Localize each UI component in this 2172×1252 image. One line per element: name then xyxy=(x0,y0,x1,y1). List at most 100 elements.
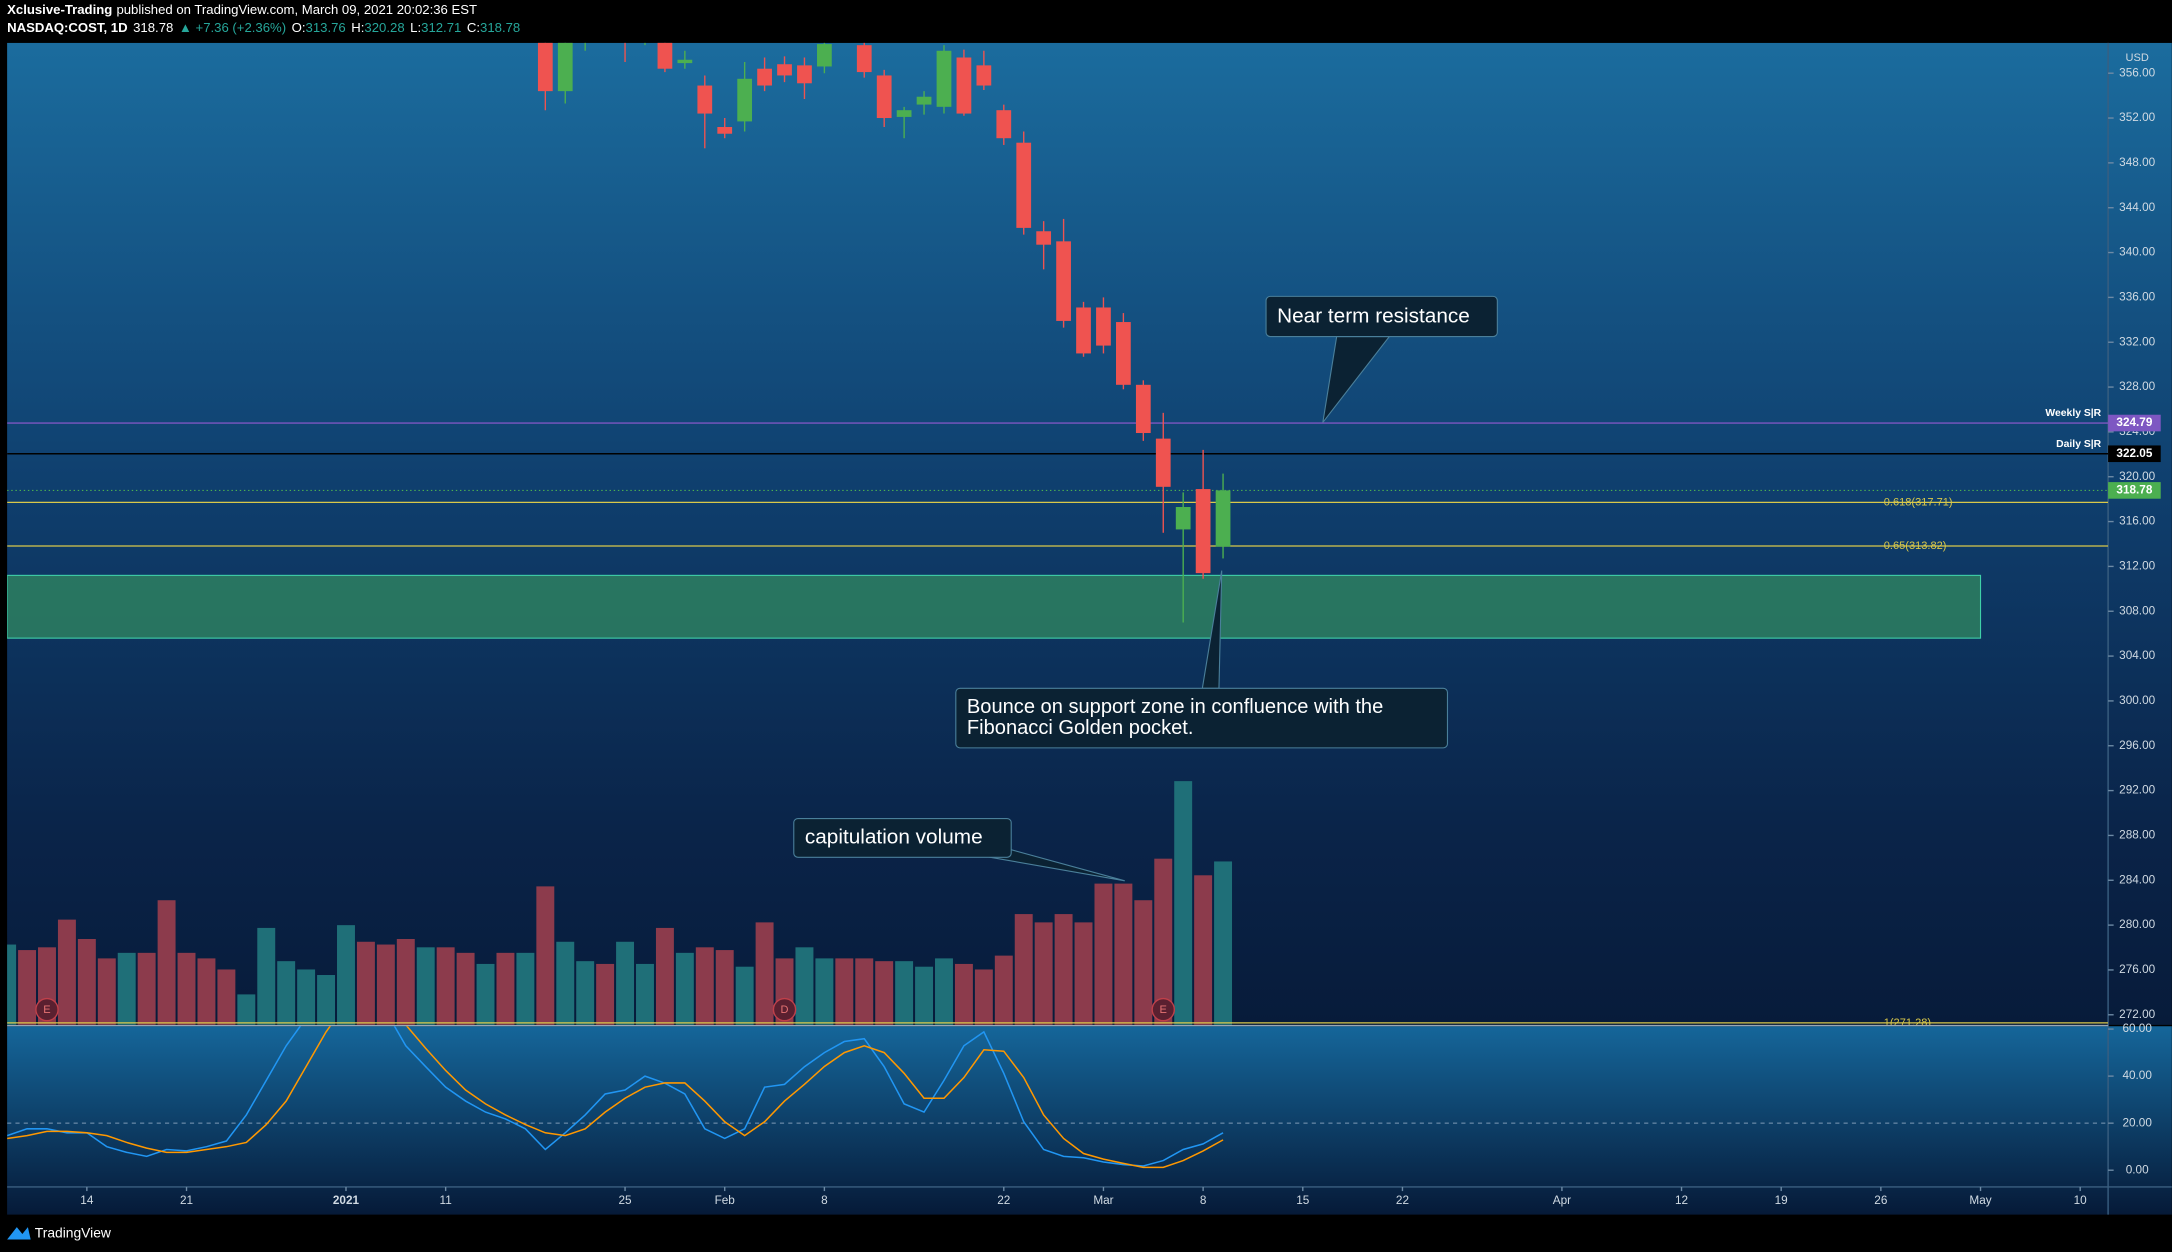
x-tick-label: 15 xyxy=(1296,1194,1310,1207)
y-tick-label: 296.00 xyxy=(2119,739,2155,752)
volume-bar xyxy=(1074,922,1093,1025)
volume-bar xyxy=(1034,922,1053,1025)
y-tick-label: 304.00 xyxy=(2119,649,2155,662)
candle-body xyxy=(1016,142,1032,228)
volume-bar xyxy=(416,947,435,1025)
fib-label: 0.65(313.82) xyxy=(1884,540,1947,552)
candle-body xyxy=(996,110,1012,139)
candle-body xyxy=(777,64,792,76)
volume-bar xyxy=(496,952,515,1025)
x-tick-label: 26 xyxy=(1874,1194,1888,1207)
candle-body xyxy=(657,42,673,69)
volume-bar xyxy=(536,886,555,1025)
y-tick-label: 320.00 xyxy=(2119,470,2155,483)
volume-bar xyxy=(1174,781,1193,1025)
author: Xclusive-Trading xyxy=(7,3,112,18)
y-tick-label: 340.00 xyxy=(2119,246,2155,259)
volume-bar xyxy=(197,958,216,1025)
volume-bar xyxy=(935,958,953,1025)
x-tick-label: 22 xyxy=(997,1194,1010,1207)
osc-line xyxy=(7,1026,1224,1167)
y-tick-label: 336.00 xyxy=(2119,290,2155,303)
volume-bar xyxy=(755,922,774,1025)
candle-body xyxy=(697,85,713,114)
x-tick-label: 22 xyxy=(1396,1194,1409,1207)
volume-bar xyxy=(1134,900,1153,1025)
volume-bar xyxy=(217,969,236,1025)
volume-bar xyxy=(835,958,854,1025)
volume-bar xyxy=(257,927,276,1025)
event-label: E xyxy=(43,1004,50,1016)
o-label: O: xyxy=(292,21,306,36)
published: published on TradingView.com, March 09, … xyxy=(116,3,477,18)
event-label: E xyxy=(1160,1004,1167,1016)
y-tick-label: 280.00 xyxy=(2119,918,2155,931)
event-label: D xyxy=(781,1004,789,1016)
event-marker xyxy=(35,997,59,1022)
volume-bar xyxy=(18,950,37,1025)
candle-body xyxy=(757,68,772,86)
candle-body xyxy=(1195,489,1211,574)
volume-bar xyxy=(954,963,973,1025)
level-name: Daily S|R xyxy=(2056,439,2102,450)
candle-body xyxy=(876,75,892,119)
y-tick-label: 308.00 xyxy=(2119,604,2155,617)
y-tick-label: 300.00 xyxy=(2119,694,2155,707)
volume-bar xyxy=(1194,875,1213,1025)
x-tick-label: 21 xyxy=(180,1194,193,1207)
x-tick-label: 2021 xyxy=(333,1194,360,1207)
volume-bar xyxy=(675,952,694,1025)
volume-bar xyxy=(376,944,395,1025)
footer-brand: TradingView xyxy=(35,1225,112,1241)
tradingview-logo xyxy=(7,1227,31,1240)
x-tick-label: 11 xyxy=(440,1194,452,1207)
candle-body xyxy=(1175,506,1191,530)
y-tick-label: 276.00 xyxy=(2119,963,2155,976)
volume-bar xyxy=(1154,858,1173,1025)
event-marker xyxy=(1151,997,1176,1022)
x-tick-label: Apr xyxy=(1553,1194,1571,1207)
bounce-callout-box xyxy=(955,687,1449,749)
support-zone xyxy=(7,574,1982,639)
candle-body xyxy=(1076,307,1091,354)
x-tick-label: Mar xyxy=(1093,1194,1113,1207)
volume-bar xyxy=(596,963,615,1025)
volume-bar xyxy=(177,952,196,1025)
change: ▲ +7.36 (+2.36%) xyxy=(179,21,286,36)
volume-bar xyxy=(875,961,894,1025)
osc-y-tick-label: 40.00 xyxy=(2122,1069,2152,1082)
volume-bar xyxy=(655,927,674,1025)
o-value: 313.76 xyxy=(306,21,346,36)
candle-body xyxy=(916,96,932,105)
level-price: 324.79 xyxy=(2116,416,2152,429)
volume-bar xyxy=(436,947,455,1025)
y-tick-label: 352.00 xyxy=(2119,111,2155,124)
price-pane xyxy=(7,42,2172,1025)
candle-body xyxy=(936,50,952,107)
volume-bar xyxy=(855,958,874,1025)
candle-body xyxy=(557,42,573,92)
candle-body xyxy=(976,65,992,86)
l-label: L: xyxy=(410,21,421,36)
candle-body xyxy=(1036,231,1052,245)
y-tick-label: 356.00 xyxy=(2119,66,2155,79)
volume-bar xyxy=(1054,914,1073,1025)
x-tick-label: 8 xyxy=(821,1194,828,1207)
volume-bar xyxy=(117,952,136,1025)
candle-body xyxy=(677,59,693,64)
candle-body xyxy=(1135,384,1151,434)
c-value: 318.78 xyxy=(480,21,520,36)
candle-body xyxy=(537,42,553,92)
osc-y-tick-label: 20.00 xyxy=(2122,1116,2152,1129)
y-tick-label: 272.00 xyxy=(2119,1008,2155,1021)
volume-bar xyxy=(476,963,495,1025)
volume-bar xyxy=(1014,914,1033,1025)
y-tick-label: 348.00 xyxy=(2119,156,2155,169)
osc-line xyxy=(7,1026,1224,1169)
h-label: H: xyxy=(351,21,364,36)
volume-bar xyxy=(1114,883,1133,1025)
volume-bar xyxy=(77,939,96,1025)
x-tick-label: 25 xyxy=(619,1194,633,1207)
header-line-1: Xclusive-Trading published on TradingView… xyxy=(7,3,477,18)
